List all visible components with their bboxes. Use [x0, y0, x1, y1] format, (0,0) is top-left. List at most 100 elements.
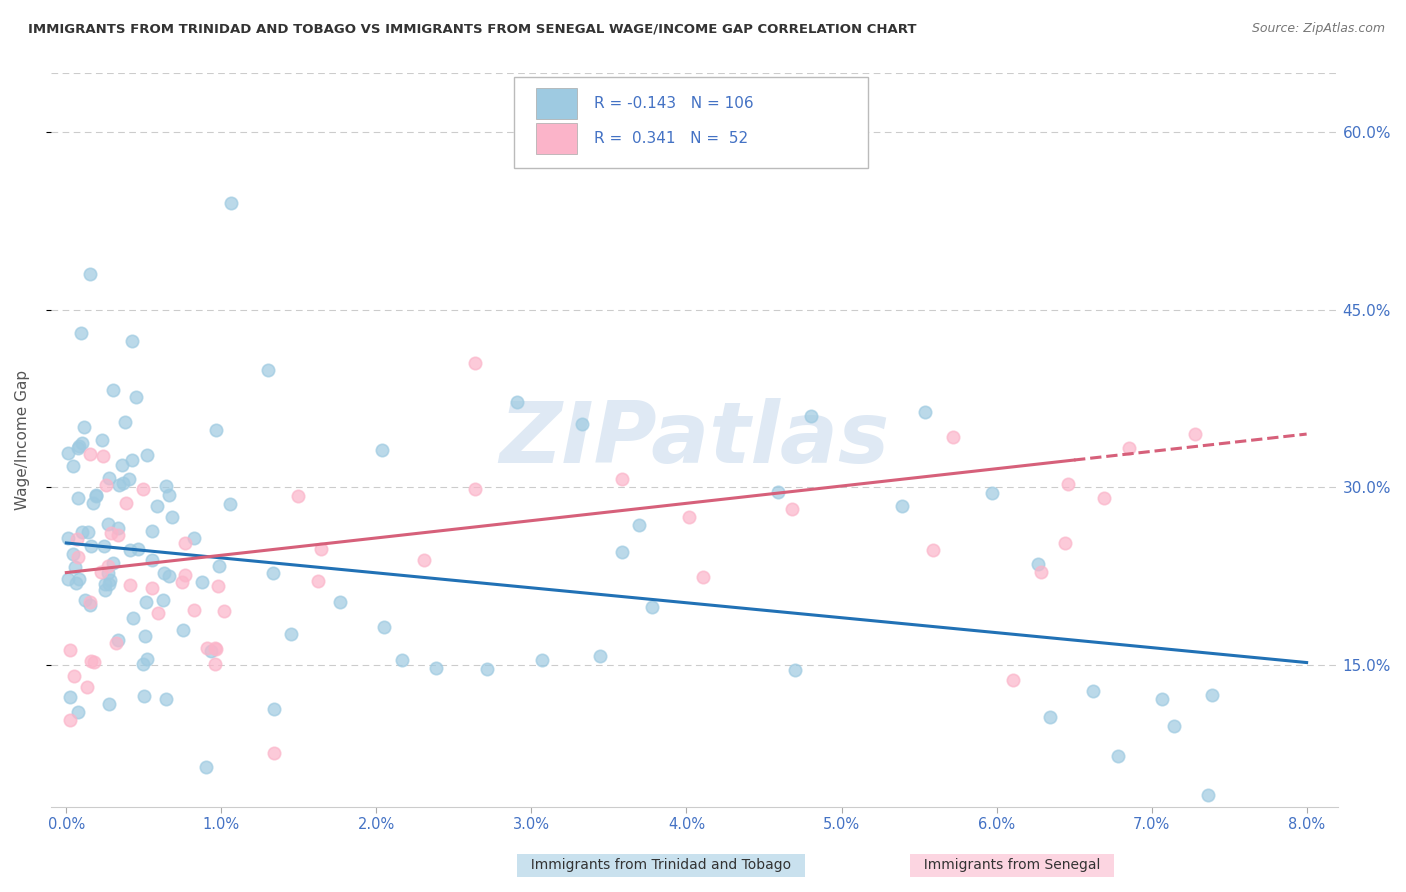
Point	[121, 453, 143, 467]
Point	[183, 532, 205, 546]
Point	[67, 439, 90, 453]
Point	[1107, 749, 1129, 764]
Point	[413, 553, 436, 567]
Point	[219, 196, 242, 211]
Point	[56, 531, 79, 545]
Point	[62, 669, 84, 683]
Point	[86, 488, 108, 502]
Point	[125, 391, 148, 405]
Point	[205, 641, 228, 656]
Point	[103, 384, 125, 398]
Point	[287, 489, 309, 503]
Point	[94, 577, 117, 591]
Point	[141, 524, 163, 538]
Point	[83, 655, 105, 669]
Point	[98, 573, 121, 587]
Point	[155, 478, 177, 492]
Point	[280, 626, 302, 640]
Point	[79, 267, 101, 281]
Point	[160, 510, 183, 524]
Point	[195, 760, 218, 774]
Point	[77, 524, 100, 539]
Point	[153, 566, 176, 581]
Point	[73, 592, 96, 607]
Point	[69, 326, 91, 341]
Bar	[536, 123, 576, 153]
Point	[136, 449, 159, 463]
Point	[107, 521, 129, 535]
Point	[80, 654, 103, 668]
Point	[146, 499, 169, 513]
Point	[79, 447, 101, 461]
Point	[132, 657, 155, 671]
Point	[91, 434, 114, 448]
Point	[59, 643, 82, 657]
Point	[783, 663, 806, 677]
Point	[174, 568, 197, 582]
Point	[97, 516, 120, 531]
Point	[120, 542, 142, 557]
Point	[191, 575, 214, 590]
Point	[90, 565, 112, 579]
Point	[766, 485, 789, 500]
Point	[1118, 441, 1140, 455]
Point	[195, 641, 218, 656]
Point	[214, 604, 236, 618]
Point	[96, 478, 118, 492]
Point	[82, 496, 104, 510]
Point	[1056, 476, 1078, 491]
Text: Immigrants from Senegal: Immigrants from Senegal	[915, 858, 1109, 872]
Point	[200, 644, 222, 658]
Point	[571, 417, 593, 431]
Point	[152, 593, 174, 607]
Point	[218, 497, 240, 511]
Point	[610, 472, 633, 486]
Point	[172, 575, 194, 590]
Point	[174, 536, 197, 550]
Point	[127, 542, 149, 557]
Point	[263, 746, 285, 760]
Point	[610, 545, 633, 559]
Point	[132, 483, 155, 497]
Point	[1029, 565, 1052, 579]
Point	[98, 471, 121, 485]
Y-axis label: Wage/Income Gap: Wage/Income Gap	[15, 370, 30, 510]
Point	[1152, 692, 1174, 706]
Point	[65, 576, 87, 591]
Point	[263, 701, 285, 715]
Point	[56, 572, 79, 586]
Point	[589, 648, 612, 663]
Point	[329, 595, 352, 609]
Point	[157, 569, 180, 583]
Point	[692, 570, 714, 584]
Point	[107, 633, 129, 648]
Point	[311, 542, 333, 557]
Point	[922, 543, 945, 558]
Point	[93, 539, 115, 553]
Point	[121, 611, 143, 625]
Point	[157, 488, 180, 502]
Point	[91, 450, 114, 464]
Point	[67, 572, 90, 586]
Point	[780, 501, 803, 516]
Point	[63, 560, 86, 574]
Point	[205, 423, 228, 437]
Point	[59, 690, 82, 705]
Point	[204, 657, 226, 671]
FancyBboxPatch shape	[515, 77, 868, 169]
Point	[373, 620, 395, 634]
Point	[94, 582, 117, 597]
Point	[1184, 426, 1206, 441]
Point	[371, 443, 394, 458]
Point	[475, 661, 498, 675]
Point	[307, 574, 329, 588]
Point	[1094, 491, 1116, 505]
Point	[257, 363, 280, 377]
Point	[108, 478, 131, 492]
Point	[172, 623, 194, 637]
Point	[207, 579, 229, 593]
Point	[391, 653, 413, 667]
Point	[914, 405, 936, 419]
Point	[641, 599, 664, 614]
Text: ZIPatlas: ZIPatlas	[499, 399, 890, 482]
